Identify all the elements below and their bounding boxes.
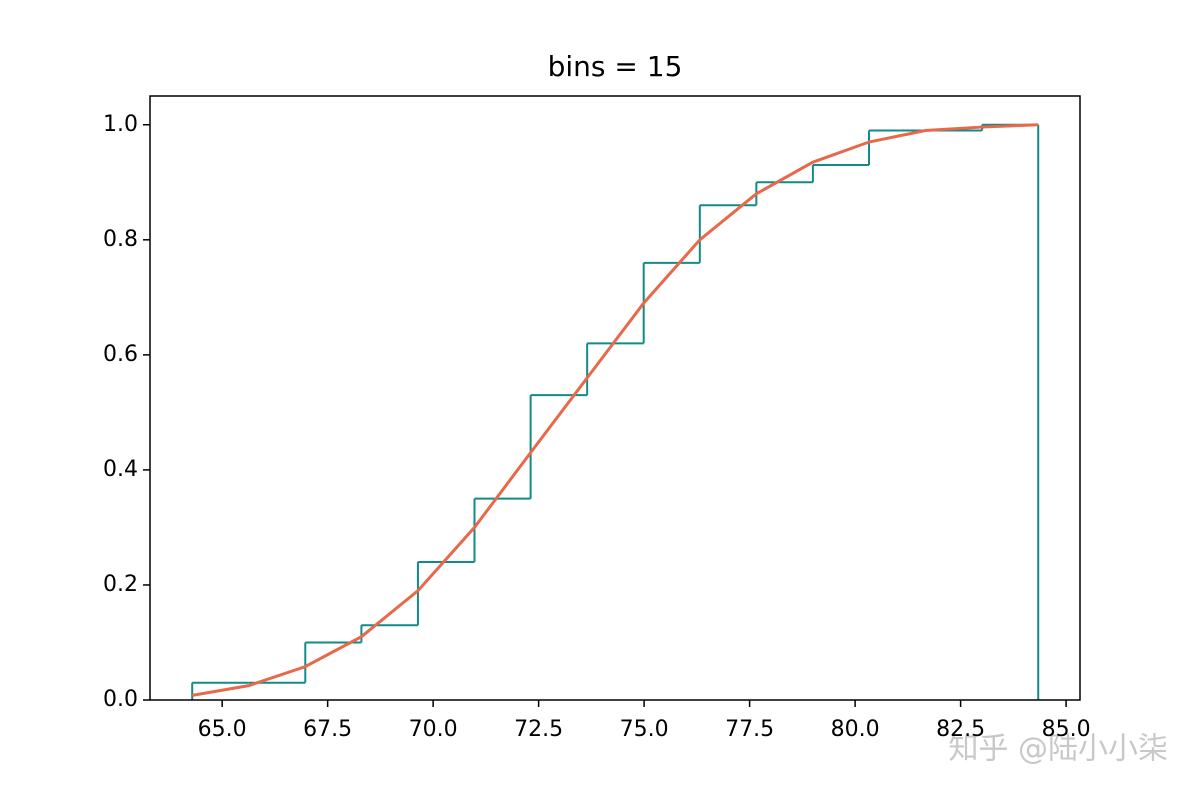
y-tick-label: 0.6 [103,342,138,367]
x-tick-label: 65.0 [198,717,247,742]
y-tick-label: 1.0 [103,112,138,137]
y-tick-label: 0.2 [103,572,138,597]
y-tick-label: 0.8 [103,227,138,252]
y-tick-label: 0.0 [103,687,138,712]
x-tick-label: 75.0 [620,717,669,742]
x-tick-label: 82.5 [936,717,985,742]
x-tick-label: 67.5 [303,717,352,742]
y-tick-label: 0.4 [103,457,138,482]
x-tick-label: 77.5 [725,717,774,742]
x-tick-label: 70.0 [409,717,458,742]
plot-frame [149,95,1081,701]
x-tick-label: 85.0 [1042,717,1091,742]
x-tick-label: 72.5 [514,717,563,742]
x-tick-label: 80.0 [831,717,880,742]
chart-title: bins = 15 [548,50,683,83]
cdf-line [191,123,1039,697]
watermark: 知乎 @陆小小柒 [948,732,1168,767]
